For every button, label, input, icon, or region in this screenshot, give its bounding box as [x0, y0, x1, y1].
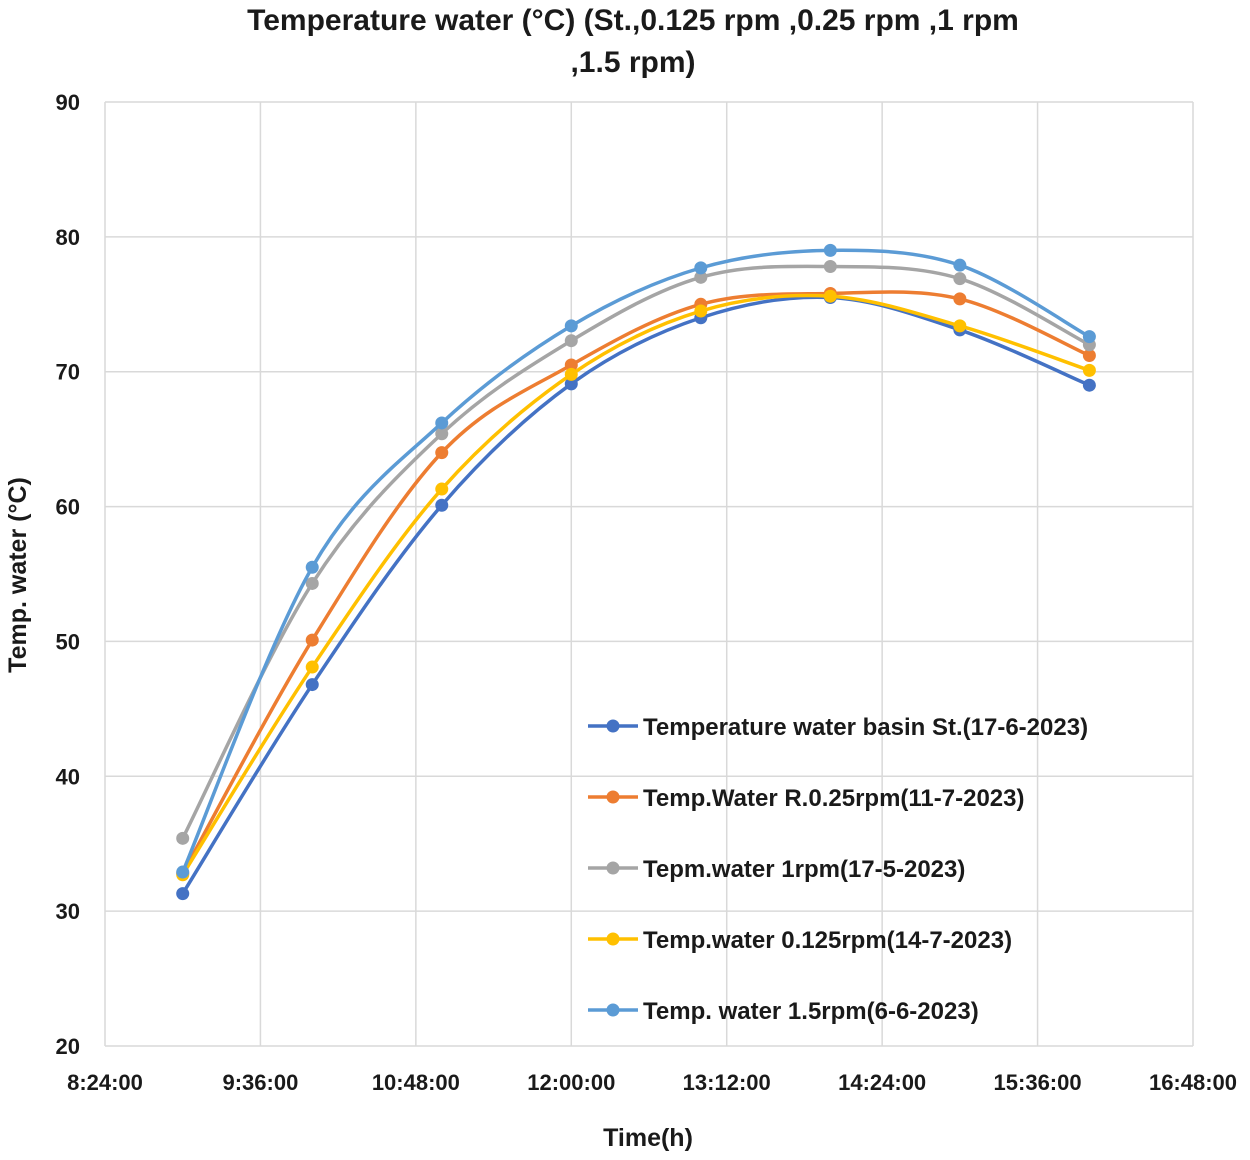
data-point — [564, 319, 578, 333]
x-tick-label: 13:12:00 — [683, 1070, 771, 1095]
legend-label: Temp. water 1.5rpm(6-6-2023) — [643, 998, 979, 1025]
y-tick-label: 80 — [56, 225, 80, 250]
data-point — [694, 261, 708, 275]
data-point — [305, 660, 319, 674]
x-tick-label: 9:36:00 — [223, 1070, 299, 1095]
legend-marker — [606, 790, 620, 804]
series-5 — [176, 243, 1096, 879]
legend-marker — [606, 719, 620, 733]
legend-label: Temp.Water R.0.25rpm(11-7-2023) — [643, 785, 1024, 812]
legend-label: Tepm.water 1rpm(17-5-2023) — [643, 856, 965, 883]
data-point — [1082, 378, 1096, 392]
y-tick-label: 70 — [56, 360, 80, 385]
legend-item: Temp. water 1.5rpm(6-6-2023) — [588, 998, 979, 1025]
y-tick-label: 50 — [56, 629, 80, 654]
data-point — [823, 289, 837, 303]
data-point — [564, 377, 578, 391]
data-point — [305, 678, 319, 692]
data-point — [435, 427, 449, 441]
y-tick-label: 40 — [56, 764, 80, 789]
legend-item: Temp.water 0.125rpm(14-7-2023) — [588, 927, 1012, 954]
data-point — [305, 560, 319, 574]
legend-item: Temp.Water R.0.25rpm(11-7-2023) — [588, 785, 1024, 812]
y-tick-label: 20 — [56, 1034, 80, 1059]
chart-title-line-2: ,1.5 rpm) — [570, 46, 695, 79]
data-point — [435, 482, 449, 496]
legend-marker — [606, 932, 620, 946]
legend-label: Temperature water basin St.(17-6-2023) — [643, 714, 1088, 741]
data-point — [564, 334, 578, 348]
data-point — [823, 243, 837, 257]
legend-item: Temperature water basin St.(17-6-2023) — [588, 714, 1088, 741]
x-tick-label: 14:24:00 — [838, 1070, 926, 1095]
data-point — [435, 446, 449, 460]
y-tick-label: 90 — [56, 90, 80, 115]
legend: Temperature water basin St.(17-6-2023) Te… — [588, 714, 1088, 1025]
data-point — [176, 831, 190, 845]
data-point — [1082, 349, 1096, 363]
x-axis-ticks: 8:24:00 9:36:00 10:48:00 12:00:00 13:12:00 14… — [67, 1070, 1237, 1095]
chart-title-line-1: Temperature water (°C) (St.,0.125 rpm ,0… — [247, 4, 1019, 37]
data-point — [564, 358, 578, 372]
data-point — [564, 367, 578, 381]
data-point — [305, 576, 319, 590]
x-tick-label: 12:00:00 — [527, 1070, 615, 1095]
data-point — [176, 865, 190, 879]
x-tick-label: 10:48:00 — [372, 1070, 460, 1095]
series-line — [181, 248, 1091, 873]
x-tick-label: 16:48:00 — [1149, 1070, 1237, 1095]
y-tick-label: 30 — [56, 899, 80, 924]
legend-item: Tepm.water 1rpm(17-5-2023) — [588, 856, 965, 883]
data-point — [694, 304, 708, 318]
x-tick-label: 15:36:00 — [994, 1070, 1082, 1095]
legend-marker — [606, 1003, 620, 1017]
data-point — [435, 498, 449, 512]
x-axis-label: Time(h) — [603, 1124, 693, 1152]
data-point — [435, 416, 449, 430]
legend-label: Temp.water 0.125rpm(14-7-2023) — [643, 927, 1012, 954]
legend-marker — [606, 861, 620, 875]
data-point — [1082, 330, 1096, 344]
data-point — [953, 292, 967, 306]
data-point — [953, 258, 967, 272]
data-point — [953, 319, 967, 333]
data-point — [176, 887, 190, 901]
x-tick-label: 8:24:00 — [67, 1070, 143, 1095]
y-axis-ticks: 20 30 40 50 60 70 80 90 — [56, 90, 80, 1059]
y-axis-label: Temp. water (°C) — [4, 477, 32, 673]
gridlines — [104, 101, 1194, 1047]
data-point — [823, 260, 837, 274]
data-point — [1082, 363, 1096, 377]
series-3 — [176, 260, 1096, 845]
data-point — [694, 270, 708, 284]
y-tick-label: 60 — [56, 495, 80, 520]
series-lines — [176, 243, 1096, 901]
data-point — [305, 633, 319, 647]
data-point — [953, 272, 967, 286]
series-line — [181, 264, 1091, 840]
